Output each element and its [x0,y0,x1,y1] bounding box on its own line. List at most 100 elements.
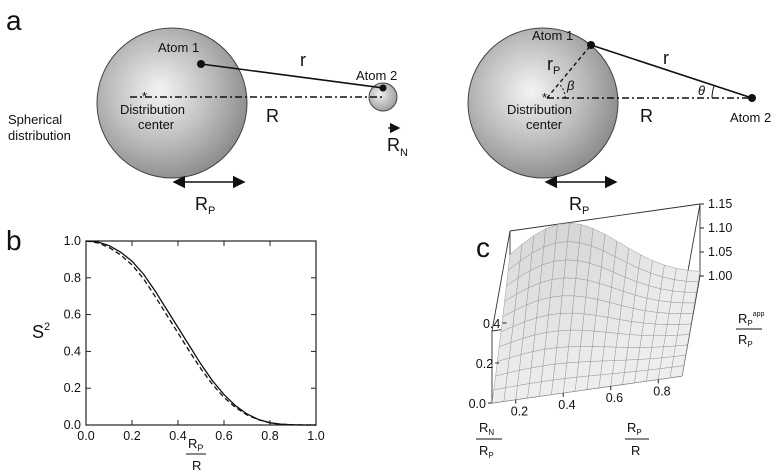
surface-cell [572,295,587,315]
surface-cell [678,313,694,325]
box-edge [509,203,701,232]
surface-cell [622,371,637,385]
surface-cell [659,356,675,369]
surface-cell [605,317,621,334]
surface-cell [570,312,585,331]
panel-a-right-diagram: Atom 1 r rP * Atom 2 β θ R Distribution … [467,27,771,217]
surface-cell [561,277,577,297]
x-tick-label: 0.0 [77,429,94,443]
plot-b-xlabel-numerator: RP [188,436,203,453]
surface-cell [641,322,656,337]
surface-cell [655,312,670,325]
panel-a-left-diagram: Spherical distribution Atom 1 Atom 2 r *… [8,27,408,217]
surface-cell [627,334,642,348]
surface-cell [677,323,692,336]
y-tick-label: 0.2 [64,381,81,395]
plot-c-zlabel-numerator: RPapp [738,311,765,328]
surface-cell [598,373,613,389]
c-z-tick-label: 1.00 [708,269,732,283]
plot-c-xlabel-denominator: R [631,443,640,458]
beta-label: β [566,78,575,93]
surface-cell [552,362,568,381]
left-atom1-dot [197,60,205,68]
surface-cell [673,344,688,357]
c-x-tick-label: 0.6 [606,391,623,405]
surface-cell [583,296,599,316]
surface-cell [636,358,651,372]
surface-cell [566,346,581,364]
plot-c-ylabel: RN RP [476,420,502,460]
surface-cell [586,374,601,390]
surface-cell [684,281,699,293]
surface-cell [503,385,518,402]
surface-cell [565,241,580,261]
surface-cell [675,334,690,347]
surface-cell [663,335,678,348]
theta-arc [711,85,715,99]
left-r-label: r [300,50,306,70]
surface-cell [530,348,546,369]
surface-cell [665,324,680,336]
surface-cell [658,288,673,303]
plot-b-xlabel-denominator: R [192,458,201,473]
dashed-series-line [85,240,316,426]
right-center-star: * [542,90,547,105]
surface-cell [680,302,695,314]
surface-cell [651,335,666,348]
surface-cell [649,346,664,360]
left-center-label-line2: center [138,117,175,132]
surface-cell [592,330,607,348]
spherical-label-line1: Spherical [8,112,62,127]
surface-cell [672,279,687,293]
surface-cell [564,361,579,379]
surface-cell [629,321,644,336]
surface-cell [563,376,578,394]
plot-c-ticks: 0.2 0.4 0.6 0.8 0.0 0.2 0.4 1.00 1.05 1.10 1.15 [469,197,733,419]
right-atom2-dot [748,94,756,102]
surface-cell [637,347,653,360]
surface-cell [670,290,685,304]
plot-c-ylabel-numerator: RN [479,420,494,437]
rn-label: RN [387,135,408,159]
surface-cell [555,222,570,244]
left-atom2-label: Atom 2 [356,68,397,83]
right-center-label-line1: Distribution [507,102,572,117]
plot-b-frame [85,240,317,426]
plot-b-ticks: 0.0 0.2 0.4 0.6 0.8 1.0 0.0 0.2 0.4 0.6 0.8 1.0 [64,234,325,443]
c-y-tick-label: 0.0 [469,397,486,411]
surface-cell [515,383,530,400]
surface-cell [660,276,675,292]
surface-cell [582,313,597,332]
surface-cell [544,330,559,350]
plot-b-lines [85,240,316,426]
surface-cell [667,313,682,325]
box-edge [491,230,511,332]
surface-cell [548,295,563,316]
plot-c-surface [491,222,701,404]
y-tick-label: 0.4 [64,344,81,358]
surface-cell [532,332,547,352]
surface-cell [527,381,542,399]
surface-cell [656,300,672,314]
plot-c-ylabel-denominator: RP [479,443,494,460]
surface-cell [558,312,573,332]
right-rp-label: RP [569,194,589,217]
surface-cell [541,363,556,382]
surface-cell [556,329,571,348]
surface-cell [567,222,582,243]
panel-c-letter: c [476,232,490,263]
surface-cell [574,375,590,392]
surface-cell [674,268,689,282]
surface-cell [600,360,615,376]
surface-cell [610,372,625,387]
surface-cell [661,345,676,359]
surface-cell [519,351,534,371]
right-center-label-line2: center [526,117,563,132]
x-tick-label: 0.8 [261,429,278,443]
theta-label: θ [698,83,705,98]
y-tick-label: 0.0 [64,418,81,432]
right-R-label: R [640,106,653,126]
panel-a: a Spherical distribution Atom 1 Atom 2 r… [6,5,771,217]
plot-b-ylabel: S2 [32,321,50,342]
